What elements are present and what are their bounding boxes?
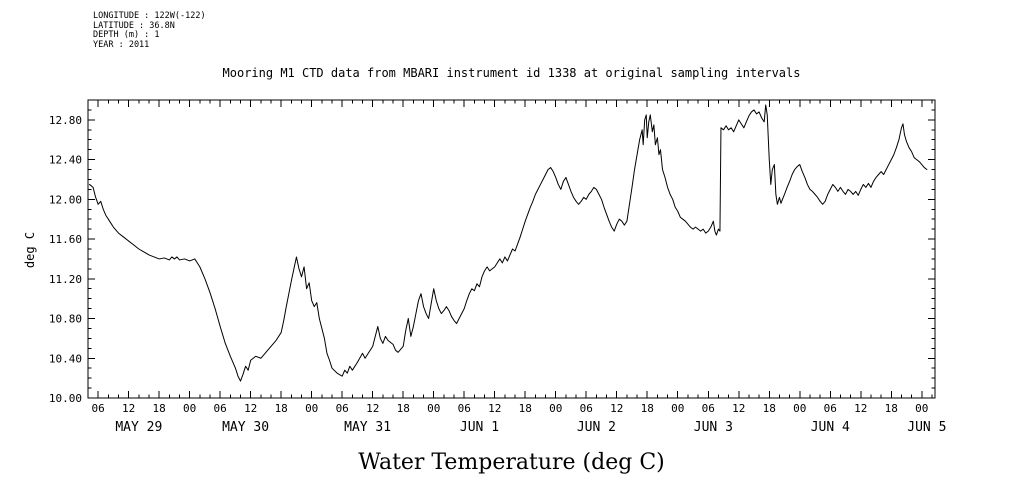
x-day-label: MAY 30 <box>222 420 269 435</box>
x-tick-label: 12 <box>366 402 379 415</box>
x-hour-labels: 06 12 18 00 06 12 18 00 06 12 18 00 06 12 18 00 06 12 18 00… <box>92 402 929 415</box>
y-tick-label: 10.80 <box>49 313 82 326</box>
x-tick-label: 00 <box>427 402 440 415</box>
x-tick-label: 18 <box>641 402 654 415</box>
x-tick-label: 00 <box>549 402 562 415</box>
metadata-block: LONGITUDE : 122W(-122) LATITUDE : 36.8N … <box>93 11 206 50</box>
x-day-labels: MAY 29 MAY 30 MAY 31 JUN 1 JUN 2 JUN 3 JUN 4 JU… <box>115 420 946 435</box>
x-tick-label: 12 <box>122 402 135 415</box>
x-tick-label: 00 <box>671 402 684 415</box>
y-major-ticks <box>88 119 935 399</box>
x-tick-label: 00 <box>915 402 928 415</box>
x-minor-ticks <box>87 100 933 398</box>
x-tick-label: 12 <box>732 402 745 415</box>
y-minor-ticks <box>88 99 935 389</box>
x-tick-label: 12 <box>488 402 501 415</box>
x-tick-label: 06 <box>214 402 227 415</box>
x-tick-label: 18 <box>519 402 532 415</box>
chart-title: Mooring M1 CTD data from MBARI instrumen… <box>222 66 801 80</box>
x-tick-label: 06 <box>702 402 715 415</box>
x-day-label: JUN 2 <box>577 420 616 435</box>
x-tick-label: 00 <box>183 402 196 415</box>
metadata-depth: DEPTH (m) : 1 <box>93 30 160 40</box>
y-tick-labels: 10.00 10.40 10.80 11.20 11.60 12.00 12.40 12.80 <box>49 114 82 405</box>
y-tick-label: 11.20 <box>49 273 82 286</box>
x-tick-label: 06 <box>824 402 837 415</box>
x-tick-label: 00 <box>793 402 806 415</box>
x-tick-label: 06 <box>92 402 105 415</box>
x-tick-label: 18 <box>763 402 776 415</box>
x-tick-label: 12 <box>244 402 257 415</box>
y-tick-label: 10.40 <box>49 352 82 365</box>
x-tick-label: 18 <box>397 402 410 415</box>
temperature-polyline <box>89 104 928 382</box>
metadata-latitude: LATITUDE : 36.8N <box>93 20 175 31</box>
y-tick-label: 12.80 <box>49 114 82 127</box>
x-major-ticks <box>97 100 923 398</box>
x-tick-label: 12 <box>854 402 867 415</box>
plot-frame <box>87 99 936 399</box>
x-tick-label: 18 <box>153 402 166 415</box>
y-tick-label: 11.60 <box>49 233 82 246</box>
x-tick-label: 12 <box>610 402 623 415</box>
x-tick-label: 06 <box>336 402 349 415</box>
x-tick-label: 00 <box>305 402 318 415</box>
x-day-label: JUN 1 <box>460 420 499 435</box>
temperature-line <box>89 104 928 382</box>
x-day-label: MAY 29 <box>115 420 162 435</box>
x-axis-title: Water Temperature (deg C) <box>358 450 665 475</box>
metadata-year: YEAR : 2011 <box>93 39 150 50</box>
x-tick-label: 06 <box>458 402 471 415</box>
x-day-label: JUN 3 <box>694 420 733 435</box>
x-tick-label: 18 <box>275 402 288 415</box>
y-tick-label: 10.00 <box>49 392 82 405</box>
x-day-label: JUN 4 <box>811 420 850 435</box>
metadata-longitude: LONGITUDE : 122W(-122) <box>93 11 206 21</box>
y-tick-label: 12.40 <box>49 154 82 167</box>
x-tick-label: 06 <box>580 402 593 415</box>
y-tick-label: 12.00 <box>49 193 82 206</box>
x-day-label: MAY 31 <box>344 420 391 435</box>
x-day-label: JUN 5 <box>907 420 946 435</box>
x-tick-label: 18 <box>885 402 898 415</box>
